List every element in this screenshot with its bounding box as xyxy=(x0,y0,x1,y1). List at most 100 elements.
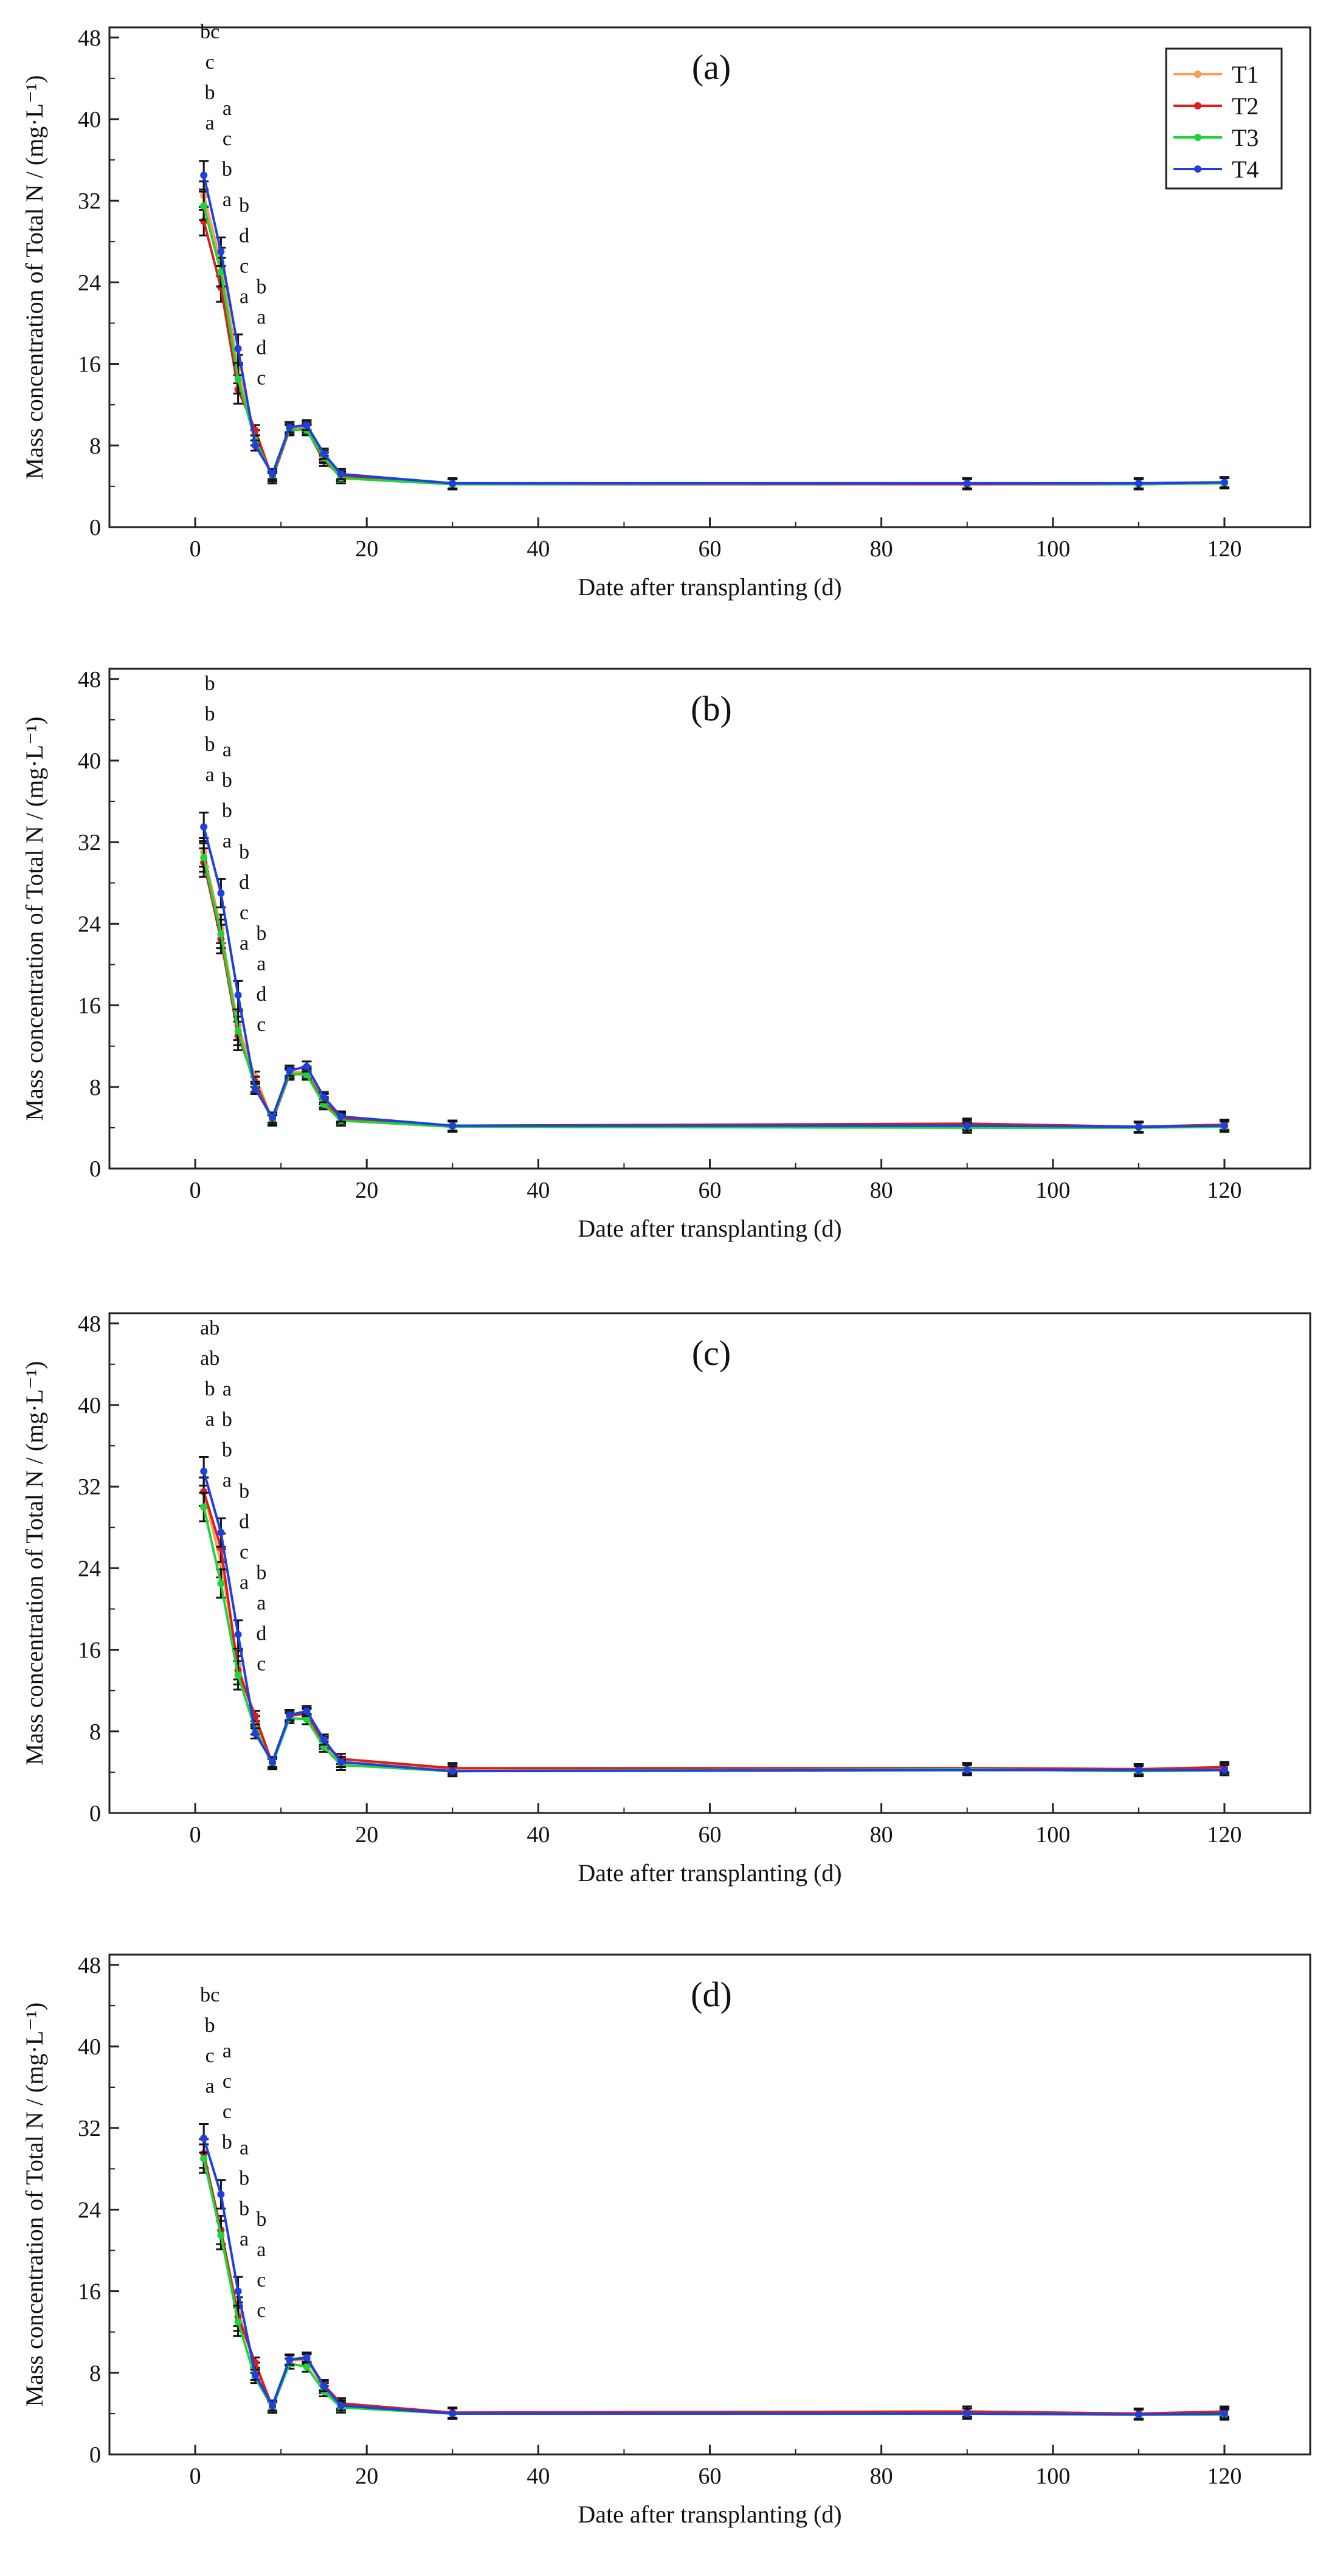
series-T4 xyxy=(199,160,1229,489)
significance-letter: a xyxy=(205,2075,215,2098)
data-point xyxy=(234,2318,242,2326)
x-tick-label: 20 xyxy=(355,2464,378,2489)
y-tick-label: 32 xyxy=(78,1474,101,1500)
y-tick-label: 8 xyxy=(89,433,101,459)
y-axis-title: Mass concentration of Total N / (mg·L⁻¹) xyxy=(21,75,48,480)
significance-letter: a xyxy=(223,97,232,120)
data-point xyxy=(234,345,242,353)
significance-letter: b xyxy=(222,2131,232,2153)
data-point xyxy=(251,1730,259,1738)
series-line xyxy=(202,852,1224,1128)
data-point xyxy=(234,375,242,383)
significance-letter: c xyxy=(205,51,215,74)
data-point xyxy=(286,2355,294,2363)
x-tick-label: 40 xyxy=(527,1822,550,1848)
significance-letter: d xyxy=(256,983,266,1006)
significance-letter: ab xyxy=(200,1347,219,1370)
data-point xyxy=(449,2409,457,2417)
significance-letter: a xyxy=(257,306,266,329)
significance-letter: b xyxy=(205,2014,215,2037)
data-point xyxy=(200,1468,208,1476)
panel-a: 0 20 40 60 80 100 120 0 8 16 24 32 40 48 Date after tr… xyxy=(21,21,1311,601)
series-T1 xyxy=(199,1476,1229,1775)
series-line xyxy=(202,195,1224,486)
data-point xyxy=(337,470,345,478)
y-tick-label: 32 xyxy=(78,188,101,214)
significance-letter: a xyxy=(205,764,215,786)
series-T1 xyxy=(199,180,1229,491)
data-point xyxy=(200,2155,208,2163)
data-point xyxy=(217,889,225,897)
significance-letter: b xyxy=(239,2167,249,2190)
y-tick-label: 8 xyxy=(89,2361,101,2386)
significance-letter: a xyxy=(223,1378,232,1401)
y-tick-label: 24 xyxy=(78,2197,101,2223)
y-tick-label: 40 xyxy=(78,107,101,133)
series-T2 xyxy=(199,2138,1229,2420)
data-point xyxy=(251,1085,259,1093)
significance-letter: c xyxy=(257,2299,266,2322)
series-line xyxy=(202,221,1224,486)
data-point xyxy=(449,1122,457,1130)
series-line xyxy=(202,862,1224,1128)
series-T1 xyxy=(199,2143,1229,2420)
series-line xyxy=(202,1507,1224,1773)
data-point xyxy=(303,1063,311,1071)
significance-letter: b xyxy=(239,2198,249,2220)
data-point xyxy=(449,1767,457,1775)
data-point xyxy=(337,1113,345,1121)
significance-letter: b xyxy=(256,1562,266,1584)
data-point xyxy=(286,1711,294,1719)
data-point xyxy=(337,1758,345,1766)
x-tick-label: 40 xyxy=(527,536,550,562)
legend-marker xyxy=(1194,71,1201,78)
significance-letter: b xyxy=(205,672,215,695)
significance-letter: a xyxy=(257,1592,266,1615)
data-point xyxy=(303,1715,311,1723)
y-tick-label: 24 xyxy=(78,911,101,937)
data-point xyxy=(217,2191,225,2198)
significance-letter: b xyxy=(222,158,232,181)
legend: T1 T2 T3 T4 xyxy=(1165,47,1283,190)
significance-letter: bc xyxy=(200,1984,219,2006)
plot-frame xyxy=(108,26,1311,528)
data-point xyxy=(963,1122,971,1130)
significance-letter: b xyxy=(205,703,215,725)
significance-letter: d xyxy=(256,337,266,359)
series-T3 xyxy=(199,190,1229,491)
x-tick-label: 80 xyxy=(870,2464,893,2489)
y-tick-label: 48 xyxy=(78,1311,101,1337)
x-tick-label: 40 xyxy=(527,2464,550,2489)
data-point xyxy=(337,2402,345,2409)
data-point xyxy=(1135,1123,1142,1131)
x-tick-label: 100 xyxy=(1035,536,1070,562)
y-tick-label: 48 xyxy=(78,1953,101,1978)
data-point xyxy=(1220,2409,1228,2417)
y-tick-label: 0 xyxy=(89,1801,101,1826)
x-tick-label: 120 xyxy=(1207,1178,1242,1203)
panel-d: 0 20 40 60 80 100 120 0 8 16 24 32 40 48 Date after tr… xyxy=(21,1953,1311,2528)
y-tick-label: 16 xyxy=(78,993,101,1019)
data-point xyxy=(320,1093,328,1101)
panel-title: (c) xyxy=(692,1333,731,1373)
significance-letter: c xyxy=(257,2269,266,2291)
panel-title: (d) xyxy=(691,1975,732,2014)
significance-letter: a xyxy=(223,830,232,852)
significance-letter: b xyxy=(205,1378,215,1400)
data-point xyxy=(200,854,208,862)
series-line xyxy=(202,1491,1224,1770)
significance-letter: a xyxy=(240,932,249,955)
x-tick-label: 60 xyxy=(699,2464,722,2489)
x-tick-label: 80 xyxy=(870,1178,893,1203)
significance-letter: c xyxy=(205,2045,215,2067)
significance-letter: a xyxy=(223,739,232,761)
data-point xyxy=(1135,479,1142,487)
x-axis-title: Date after transplanting (d) xyxy=(578,573,841,601)
series-T2 xyxy=(199,1476,1229,1775)
x-tick-label: 20 xyxy=(355,536,378,562)
data-point xyxy=(234,1631,242,1638)
legend-label: T2 xyxy=(1232,92,1259,120)
series-T1 xyxy=(199,837,1229,1133)
series-line xyxy=(202,826,1224,1128)
significance-letter: a xyxy=(257,2239,266,2261)
